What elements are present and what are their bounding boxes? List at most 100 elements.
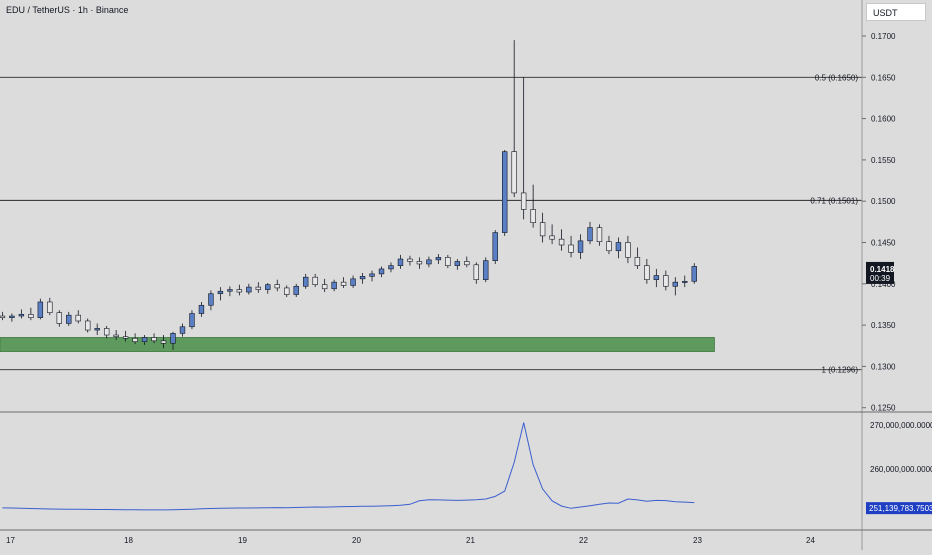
candle-body: [634, 257, 641, 266]
candle-body: [558, 238, 565, 246]
candle: [615, 237, 622, 259]
candle: [179, 323, 186, 337]
candle-body: [520, 192, 527, 210]
candle-body: [454, 261, 461, 266]
time-tick-label: 22: [579, 536, 588, 545]
candle: [132, 333, 138, 345]
candle-body: [302, 276, 309, 287]
currency-button[interactable]: USDT: [866, 3, 926, 21]
candle-body: [492, 232, 498, 261]
candle: [577, 234, 584, 260]
price-tick-label: 0.1700: [871, 32, 896, 41]
candle-body: [407, 258, 413, 262]
candle: [359, 273, 366, 284]
candle: [274, 279, 280, 292]
candle: [321, 278, 328, 293]
candle-body: [672, 281, 678, 287]
candle-body: [502, 151, 508, 233]
demand-zone: [0, 337, 715, 352]
symbol-title: EDU / TetherUS · 1h · Binance: [6, 5, 129, 15]
price-tick-label: 0.1400: [871, 280, 896, 289]
candle-body: [549, 235, 555, 240]
candle: [284, 285, 290, 298]
time-tick-label: 20: [352, 536, 361, 545]
price-tick-label: 0.1600: [871, 115, 896, 124]
candle-body: [47, 301, 53, 314]
candle-body: [0, 315, 6, 318]
candle: [37, 298, 44, 320]
candle-body: [587, 227, 593, 242]
fib-label: 1 (0.1296): [822, 366, 859, 375]
candle-body: [378, 268, 385, 275]
time-tick-label: 24: [806, 536, 815, 545]
candle-body: [160, 340, 167, 344]
time-tick-label: 18: [124, 536, 133, 545]
candle: [255, 282, 262, 293]
candle: [75, 310, 81, 324]
candle-body: [691, 266, 697, 282]
candle-body: [530, 209, 536, 223]
volume-tick-label: 260,000,000.0000: [870, 465, 932, 474]
candle-body: [208, 293, 214, 306]
candle: [388, 262, 394, 273]
candle-body: [682, 281, 688, 283]
candle: [9, 313, 15, 322]
candle: [227, 286, 233, 297]
candle-body: [141, 337, 148, 342]
candle-body: [568, 244, 574, 253]
candle-body: [369, 273, 375, 277]
volume-tick-label: 270,000,000.0000: [870, 421, 932, 430]
volume-value-label: 251,139,783.7503: [869, 504, 932, 513]
candle-body: [445, 257, 451, 266]
candle-body: [435, 257, 442, 261]
candle-body: [350, 278, 356, 286]
candle-body: [596, 227, 603, 242]
candle: [492, 230, 498, 264]
price-tick-label: 0.1650: [871, 73, 896, 82]
candle-body: [577, 240, 584, 253]
volume-pane: [2, 422, 695, 511]
candle-body: [170, 333, 176, 344]
candle: [435, 254, 442, 264]
candle: [340, 277, 347, 288]
candle: [246, 283, 252, 295]
candle-body: [644, 265, 650, 280]
candle: [634, 247, 641, 269]
candle-body: [663, 275, 669, 287]
candle-body: [416, 261, 423, 265]
candle-body: [274, 284, 280, 289]
candle-body: [473, 264, 479, 280]
candle: [331, 279, 337, 292]
candle: [56, 310, 62, 327]
candle: [520, 77, 527, 220]
candle-body: [293, 285, 299, 295]
candle: [397, 254, 404, 269]
candle-body: [122, 336, 129, 339]
price-tick-label: 0.1300: [871, 362, 896, 371]
candle: [596, 224, 603, 246]
candle-body: [113, 334, 119, 337]
candle: [141, 335, 148, 345]
candle: [189, 310, 195, 330]
candle: [672, 277, 678, 296]
candle-body: [227, 289, 233, 292]
candle: [103, 325, 110, 339]
candle-body: [255, 286, 262, 290]
candle-body: [94, 328, 100, 331]
candle-body: [625, 242, 631, 258]
candle: [47, 297, 53, 316]
price-tick-label: 0.1450: [871, 239, 896, 248]
candle: [85, 318, 91, 333]
candle: [170, 331, 176, 350]
candle: [28, 307, 34, 321]
candle-body: [189, 313, 195, 328]
time-tick-label: 17: [6, 536, 15, 545]
candle-body: [426, 259, 432, 265]
candle: [426, 256, 432, 268]
candle-body: [103, 328, 110, 336]
candle: [302, 273, 309, 289]
candle: [236, 284, 243, 296]
candle: [558, 229, 565, 251]
